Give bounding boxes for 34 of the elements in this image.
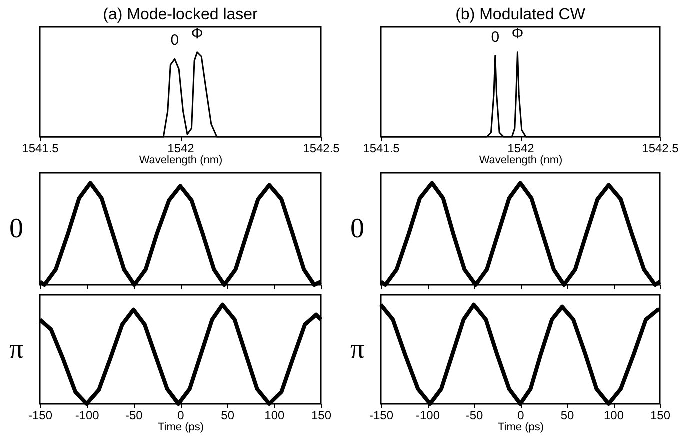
x-axis-title: Time (ps) xyxy=(498,422,544,434)
x-tick-label: 1542 xyxy=(508,142,535,156)
x-axis-title: Wavelength (nm) xyxy=(479,154,563,166)
annotation: Φ xyxy=(512,25,524,42)
x-tick-label: 1541.5 xyxy=(363,142,400,156)
x-tick-label: -150 xyxy=(369,408,394,422)
x-axis-title: Wavelength (nm) xyxy=(139,154,223,166)
x-tick-label: 1542.5 xyxy=(642,142,680,156)
x-tick-label: -50 xyxy=(125,408,144,422)
annotation: Φ xyxy=(191,25,204,42)
annotation: 0 xyxy=(170,32,180,50)
chart-title: (b) Modulated CW xyxy=(456,6,586,24)
y-axis-title: 0 xyxy=(10,214,24,244)
x-tick-label: 100 xyxy=(604,408,624,422)
x-tick-label: -100 xyxy=(416,408,440,422)
x-axis-title: Time (ps) xyxy=(158,422,204,434)
y-axis-title: 0 xyxy=(350,214,364,244)
y-axis-title: π xyxy=(9,334,24,365)
x-tick-label: 50 xyxy=(560,408,574,422)
x-tick-label: 0 xyxy=(518,408,525,422)
x-tick-label: -150 xyxy=(28,408,53,422)
x-tick-label: 50 xyxy=(221,408,235,422)
x-tick-label: 0 xyxy=(178,408,185,422)
y-axis-title: π xyxy=(350,334,365,365)
x-tick-label: 1541.5 xyxy=(22,142,60,156)
x-tick-label: -100 xyxy=(75,408,100,422)
annotation: 0 xyxy=(491,28,500,46)
x-tick-label: 1542 xyxy=(168,142,195,156)
x-tick-label: -50 xyxy=(466,408,484,422)
x-tick-label: 100 xyxy=(264,408,285,422)
x-tick-label: 1542.5 xyxy=(303,142,340,156)
chart-title: (a) Mode-locked laser xyxy=(103,6,259,24)
x-tick-label: 150 xyxy=(311,408,332,422)
x-tick-label: 150 xyxy=(650,408,671,422)
